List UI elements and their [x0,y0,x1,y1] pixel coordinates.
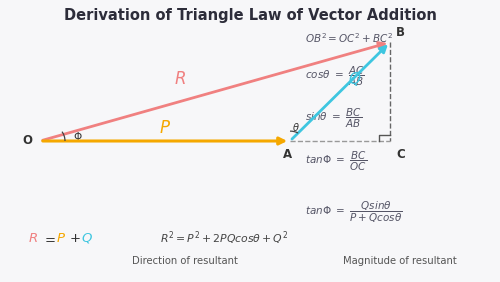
Text: $\theta$: $\theta$ [292,122,300,133]
Text: $R^2 = P^2 + 2PQcos\theta + Q^2$: $R^2 = P^2 + 2PQcos\theta + Q^2$ [160,230,288,247]
Text: $sin\theta\ =\ \dfrac{BC}{AB}$: $sin\theta\ =\ \dfrac{BC}{AB}$ [305,107,362,130]
Text: $cos\theta\ =\ \dfrac{AC}{AB}$: $cos\theta\ =\ \dfrac{AC}{AB}$ [305,65,364,88]
Text: O: O [22,135,32,147]
Text: $Q$: $Q$ [348,70,362,88]
Text: Derivation of Triangle Law of Vector Addition: Derivation of Triangle Law of Vector Add… [64,8,436,23]
Text: C: C [396,148,405,161]
Text: Magnitude of resultant: Magnitude of resultant [343,256,457,266]
Text: $R$: $R$ [28,232,38,245]
Text: $tan\Phi\ =\ \dfrac{BC}{OC}$: $tan\Phi\ =\ \dfrac{BC}{OC}$ [305,149,367,173]
Text: $+$: $+$ [69,232,80,245]
Text: $P$: $P$ [159,119,171,137]
Text: $tan\Phi\ =\ \dfrac{Qsin\theta}{P + Qcos\theta}$: $tan\Phi\ =\ \dfrac{Qsin\theta}{P + Qcos… [305,200,402,226]
Text: A: A [283,148,292,161]
Text: $=$: $=$ [42,232,56,245]
Text: Direction of resultant: Direction of resultant [132,256,238,266]
Text: $\Phi$: $\Phi$ [72,130,83,142]
Text: $P$: $P$ [56,232,66,245]
Text: $R$: $R$ [174,70,186,88]
Text: $Q$: $Q$ [81,231,93,245]
Text: B: B [396,26,405,39]
Text: $OB^2 = OC^2 + BC^2$: $OB^2 = OC^2 + BC^2$ [305,31,394,45]
